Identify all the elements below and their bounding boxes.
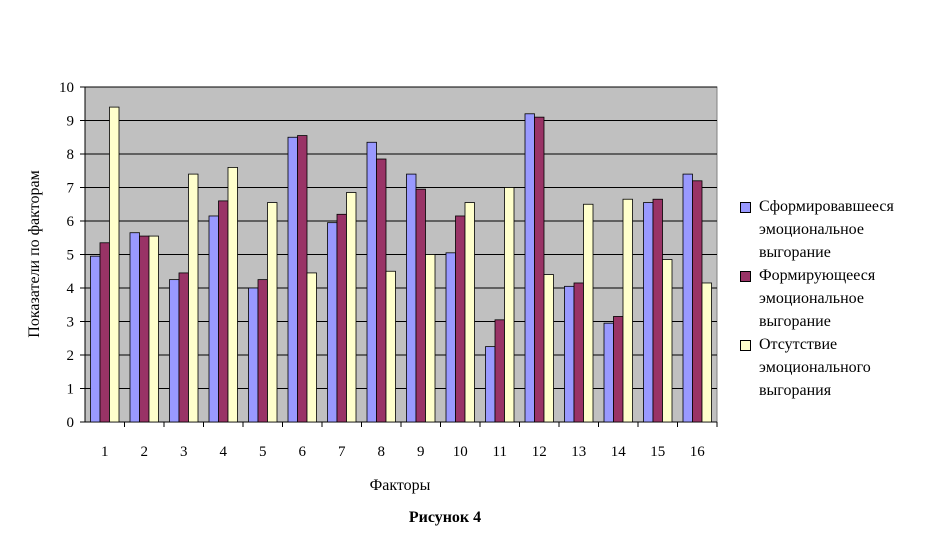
bar: [534, 116, 545, 423]
bar: [485, 346, 496, 423]
legend-swatch-forming: [740, 271, 751, 282]
x-tick-label: 9: [417, 444, 425, 460]
x-tick-label: 6: [299, 444, 307, 460]
bar: [564, 285, 575, 423]
legend-label-formed: Сформировавшееся эмоциональное выгорание: [759, 198, 894, 261]
bar: [524, 113, 535, 423]
x-axis-label: Факторы: [369, 477, 431, 494]
bar: [336, 213, 347, 423]
bar: [267, 202, 278, 423]
bar: [129, 232, 140, 423]
bar: [99, 242, 110, 423]
bar: [178, 272, 189, 423]
x-tick-label: 13: [571, 444, 586, 460]
y-tick-label: 7: [67, 181, 75, 197]
bar: [622, 198, 633, 423]
x-tick-label: 3: [180, 444, 188, 460]
bar: [297, 135, 308, 423]
legend-label-forming: Формирующееся эмоциональное выгорание: [759, 267, 876, 330]
bar: [366, 141, 377, 423]
bar: [643, 202, 654, 423]
y-tick-label: 3: [67, 315, 75, 331]
bar: [376, 158, 387, 423]
bar: [573, 282, 584, 423]
x-tick-label: 1: [101, 444, 109, 460]
bar: [652, 198, 663, 423]
bar: [208, 215, 219, 423]
figure-caption: Рисунок 4: [408, 509, 482, 526]
bar: [327, 222, 338, 423]
bar: [662, 259, 673, 423]
bar: [385, 270, 396, 423]
bar: [188, 173, 199, 423]
bar: [287, 136, 298, 423]
legend-label-absent: Отсутствие эмоционального выгорания: [759, 336, 871, 399]
bar: [603, 322, 614, 423]
bar: [406, 173, 417, 423]
y-tick-label: 2: [67, 348, 75, 364]
legend-item-forming: Формирующееся эмоциональное выгорание: [740, 264, 930, 333]
y-tick-label: 6: [67, 214, 75, 230]
bar: [306, 272, 317, 423]
y-tick-label: 8: [67, 147, 75, 163]
bar: [494, 319, 505, 423]
bar: [248, 287, 259, 423]
x-tick-label: 11: [493, 444, 507, 460]
bar: [148, 235, 159, 423]
y-tick-label: 1: [67, 382, 75, 398]
bar: [227, 166, 238, 423]
y-tick-label: 5: [67, 248, 75, 264]
bar: [415, 188, 426, 423]
y-tick-label: 4: [67, 281, 75, 297]
bar: [346, 192, 357, 423]
bar: [701, 282, 712, 423]
legend-item-formed: Сформировавшееся эмоциональное выгорание: [740, 195, 930, 264]
y-tick-label: 10: [59, 80, 74, 96]
x-tick-label: 10: [453, 444, 468, 460]
legend: Сформировавшееся эмоциональное выгорание…: [740, 195, 930, 402]
x-tick-label: 8: [378, 444, 386, 460]
bar: [613, 316, 624, 423]
bar: [464, 202, 475, 423]
y-tick-label: 9: [67, 114, 75, 130]
y-tick-label: 0: [67, 415, 75, 431]
legend-swatch-absent: [740, 340, 751, 351]
legend-swatch-formed: [740, 202, 751, 213]
x-tick-label: 5: [259, 444, 267, 460]
bar: [169, 279, 180, 423]
bar: [139, 235, 150, 423]
bar: [425, 254, 436, 423]
bar: [257, 279, 268, 423]
x-tick-label: 4: [220, 444, 228, 460]
bar: [692, 180, 703, 423]
bar: [109, 106, 120, 423]
legend-item-absent: Отсутствие эмоционального выгорания: [740, 333, 930, 402]
x-tick-label: 7: [338, 444, 346, 460]
bar: [682, 173, 693, 423]
bar: [504, 187, 515, 423]
x-tick-label: 2: [141, 444, 149, 460]
x-tick-label: 12: [532, 444, 547, 460]
bar: [455, 215, 466, 423]
x-tick-label: 14: [611, 444, 627, 460]
bar: [583, 203, 594, 423]
x-tick-label: 15: [650, 444, 665, 460]
x-tick-label: 16: [690, 444, 706, 460]
bar: [543, 274, 554, 423]
bar: [445, 252, 456, 423]
bar: [218, 200, 229, 423]
y-axis-label: Показатели по факторам: [26, 170, 43, 338]
bar: [90, 255, 101, 423]
